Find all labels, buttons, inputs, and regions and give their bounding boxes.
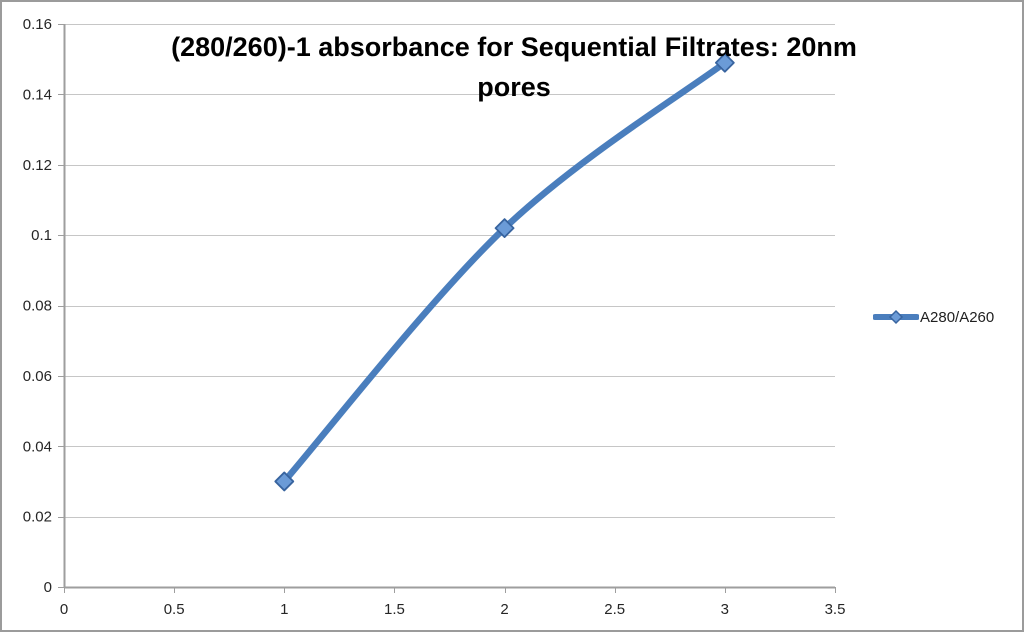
y-tick-label: 0.08 bbox=[23, 298, 52, 315]
x-tick-label: 3 bbox=[721, 601, 729, 618]
legend-line-marker-icon bbox=[873, 309, 919, 325]
legend-label: A280/A260 bbox=[920, 308, 995, 326]
x-tick-label: 0 bbox=[60, 601, 68, 618]
data-series-line bbox=[281, 59, 729, 485]
data-point-marker bbox=[494, 218, 515, 238]
y-tick-label: 0.02 bbox=[23, 509, 52, 526]
x-tick-label: 2.5 bbox=[604, 601, 625, 618]
y-tick-label: 0.04 bbox=[23, 438, 52, 455]
y-tick-label: 0 bbox=[44, 579, 52, 596]
x-tick-label: 0.5 bbox=[164, 601, 185, 618]
y-tick-label: 0.14 bbox=[23, 86, 52, 103]
x-tick-label: 2 bbox=[500, 601, 508, 618]
data-point-marker bbox=[274, 471, 295, 492]
y-tick-label: 0.1 bbox=[31, 227, 52, 244]
y-tick-label: 0.16 bbox=[23, 16, 52, 33]
y-tick-label: 0.12 bbox=[23, 157, 52, 174]
x-tick-label: 3.5 bbox=[825, 601, 846, 618]
legend: A280/A260 bbox=[873, 308, 994, 326]
x-tick-label: 1.5 bbox=[384, 601, 405, 618]
y-tick-label: 0.06 bbox=[23, 368, 52, 385]
x-tick-label: 1 bbox=[280, 601, 288, 618]
data-point-marker bbox=[714, 52, 735, 73]
legend-marker-icon bbox=[888, 309, 904, 325]
